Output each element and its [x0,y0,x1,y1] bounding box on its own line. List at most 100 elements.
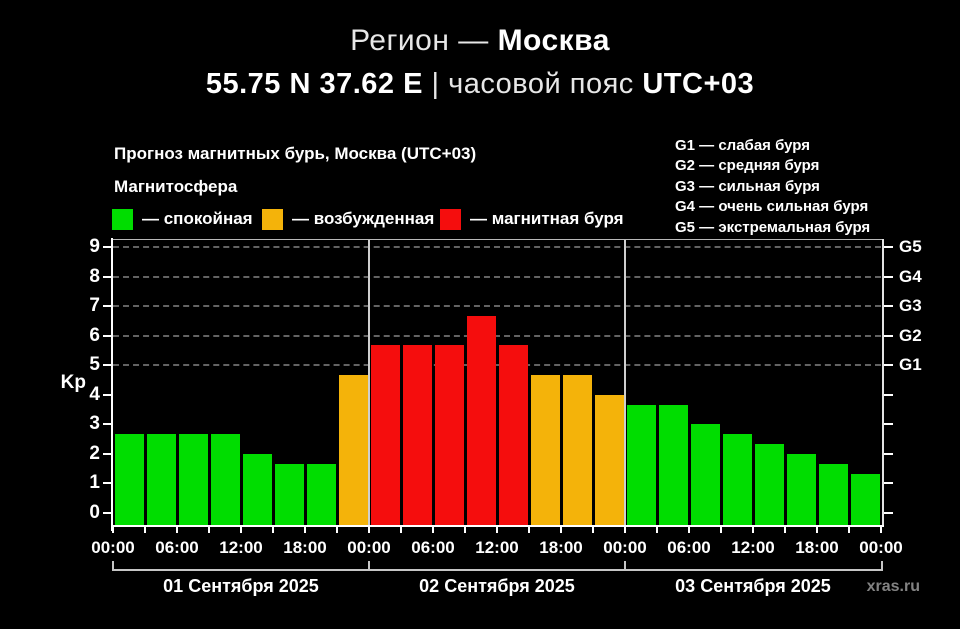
title-region-city: Москва [497,24,610,57]
x-tick-label: 00:00 [859,538,903,557]
g-legend-line: G1 — слабая буря [675,137,811,154]
x-axis-tick [208,527,210,533]
y-tick-label: 5 [89,354,100,376]
kp-bar [178,434,208,525]
kp-bar-chart [113,240,881,525]
date-label-day3: 03 Сентября 2025 [675,576,831,596]
gridline-kp9 [113,246,881,248]
kp-bar [786,453,816,525]
legend-item-quiet: — спокойная [112,208,253,230]
right-axis-tick [884,364,893,367]
right-axis-tick [884,305,893,308]
kp-bar [818,463,848,525]
right-axis-tick [884,246,893,248]
kp-bar [274,463,304,525]
x-axis-tick [720,527,722,533]
g-legend-line: G3 — сильная буря [675,177,820,195]
gridline-kp7 [113,305,881,308]
x-axis-tick [688,527,690,533]
y-axis-tick [103,364,112,367]
kp-bar [722,434,752,525]
site-watermark: xras.ru [866,578,920,595]
kp-bar [210,434,240,525]
page-title: Регион — Москва [0,24,960,58]
right-axis-tick [884,452,893,455]
day-bracket-cap [624,561,626,571]
kp-bar [242,453,272,525]
x-tick-label: 12:00 [731,538,775,557]
kp-bar [306,463,336,525]
x-axis-tick [432,527,434,533]
plot-frame-right [882,239,884,527]
x-tick-label: 12:00 [475,538,519,557]
legend-item-excited: — возбужденная [262,208,434,230]
y-tick-label: 3 [89,413,100,435]
y-axis-label: Kp [60,372,86,393]
legend-title: Магнитосфера [114,177,238,196]
x-axis-tick [528,527,530,533]
g-legend-line: G2 — средняя буря [675,157,820,175]
x-tick-label: 12:00 [219,538,263,557]
y-axis-tick [103,246,112,248]
y-axis-tick [103,334,112,337]
y-axis-tick [103,305,112,308]
g-legend-line: G4 — очень сильная буря [675,198,869,216]
timezone-value: UTC+03 [642,68,755,100]
timezone-prefix: | часовой пояс [431,68,643,100]
x-tick-label: 06:00 [155,538,199,557]
kp-bar [626,404,656,525]
g-scale-legend: G1 — слабая буря G2 — средняя буря G3 — … [675,136,870,238]
x-axis-tick [336,527,338,533]
kp-bar [850,473,880,525]
x-axis-tick [304,527,306,533]
y-tick-label: 2 [89,442,100,464]
legend-item-label: — возбужденная [292,209,435,228]
day-bracket-line [112,569,883,571]
x-axis-tick [144,527,146,533]
day-separator-line [368,240,370,525]
y-tick-label: 7 [89,295,100,317]
kp-bar [434,345,464,525]
coordinates-text: 55.75 N 37.62 E [205,68,432,100]
x-tick-label: 18:00 [283,538,327,557]
day-bracket-cap [112,561,114,571]
y-tick-label: 9 [89,236,100,257]
x-axis-line [111,525,884,527]
gridline-kp6 [113,334,881,337]
kp-bar [338,374,368,525]
x-axis-tick [880,527,882,533]
x-axis-tick [496,527,498,533]
y-tick-label: 4 [89,383,100,405]
kp-bar [402,345,432,525]
x-tick-label: 06:00 [411,538,455,557]
date-label-day2: 02 Сентября 2025 [419,576,575,596]
x-axis-tick [624,527,626,533]
excited-color-swatch [262,208,283,230]
day-separator-line [624,240,626,525]
x-axis-tick [752,527,754,533]
kp-bar [114,434,144,525]
y-axis-tick [103,275,112,278]
x-axis-tick [368,527,370,533]
x-axis-tick [656,527,658,533]
x-tick-label: 00:00 [91,538,135,557]
quiet-color-swatch [112,208,133,230]
right-axis-tick [884,334,893,337]
right-axis-tick [884,482,893,485]
y-axis-tick [103,393,112,396]
gridline-kp5 [113,364,881,367]
y-tick-label: 6 [89,324,100,346]
date-label-day1: 01 Сентября 2025 [163,576,319,596]
title-region-prefix: Регион — [350,24,498,57]
x-tick-label: 06:00 [667,538,711,557]
x-axis-tick [176,527,178,533]
right-axis-tick [884,423,893,426]
g-scale-label: G4 [899,266,922,286]
x-tick-label: 00:00 [347,538,391,557]
y-tick-label: 1 [89,472,100,494]
x-axis-tick [560,527,562,533]
g-legend-line: G5 — экстремальная буря [675,218,871,236]
y-axis-tick [103,452,112,455]
kp-bar [658,404,688,525]
